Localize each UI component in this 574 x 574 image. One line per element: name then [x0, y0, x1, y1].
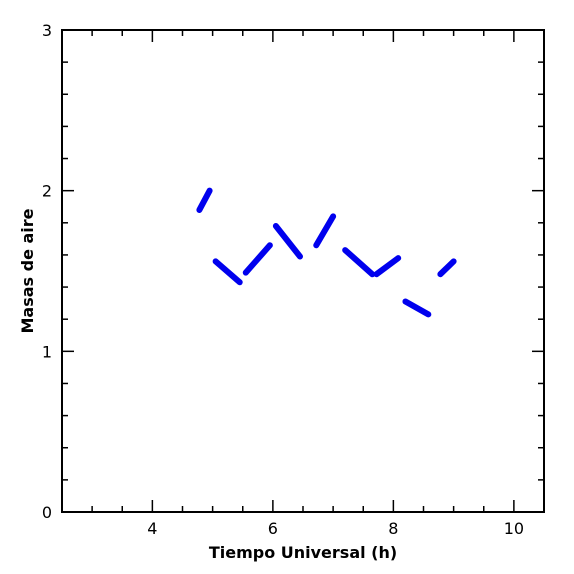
- x-tick-label: 8: [388, 519, 398, 538]
- x-tick-label: 10: [504, 519, 524, 538]
- plot-frame: [61, 29, 545, 513]
- major-ticks: [62, 29, 544, 513]
- y-tick-label: 1: [42, 342, 52, 361]
- data-segment: [313, 213, 337, 249]
- y-axis-title: Masas de aire: [18, 208, 37, 333]
- x-tick-labels: 4 6 8 10: [147, 519, 524, 538]
- data-segment: [402, 298, 432, 318]
- data-segment: [242, 242, 273, 276]
- x-tick-label: 4: [147, 519, 157, 538]
- y-tick-label: 2: [42, 182, 52, 201]
- data-segment: [373, 255, 402, 278]
- y-tick-label: 0: [42, 503, 52, 522]
- y-tick-label: 3: [42, 21, 52, 40]
- minor-ticks: [62, 30, 544, 512]
- data-segment: [196, 187, 213, 213]
- x-tick-label: 6: [268, 519, 278, 538]
- y-tick-labels: 0 1 2 3: [42, 21, 52, 522]
- x-axis-title: Tiempo Universal (h): [209, 543, 397, 562]
- data-segments: [196, 187, 457, 318]
- data-segment: [342, 247, 376, 278]
- data-segment: [272, 223, 303, 260]
- data-segment: [212, 258, 243, 286]
- data-segment: [437, 258, 457, 278]
